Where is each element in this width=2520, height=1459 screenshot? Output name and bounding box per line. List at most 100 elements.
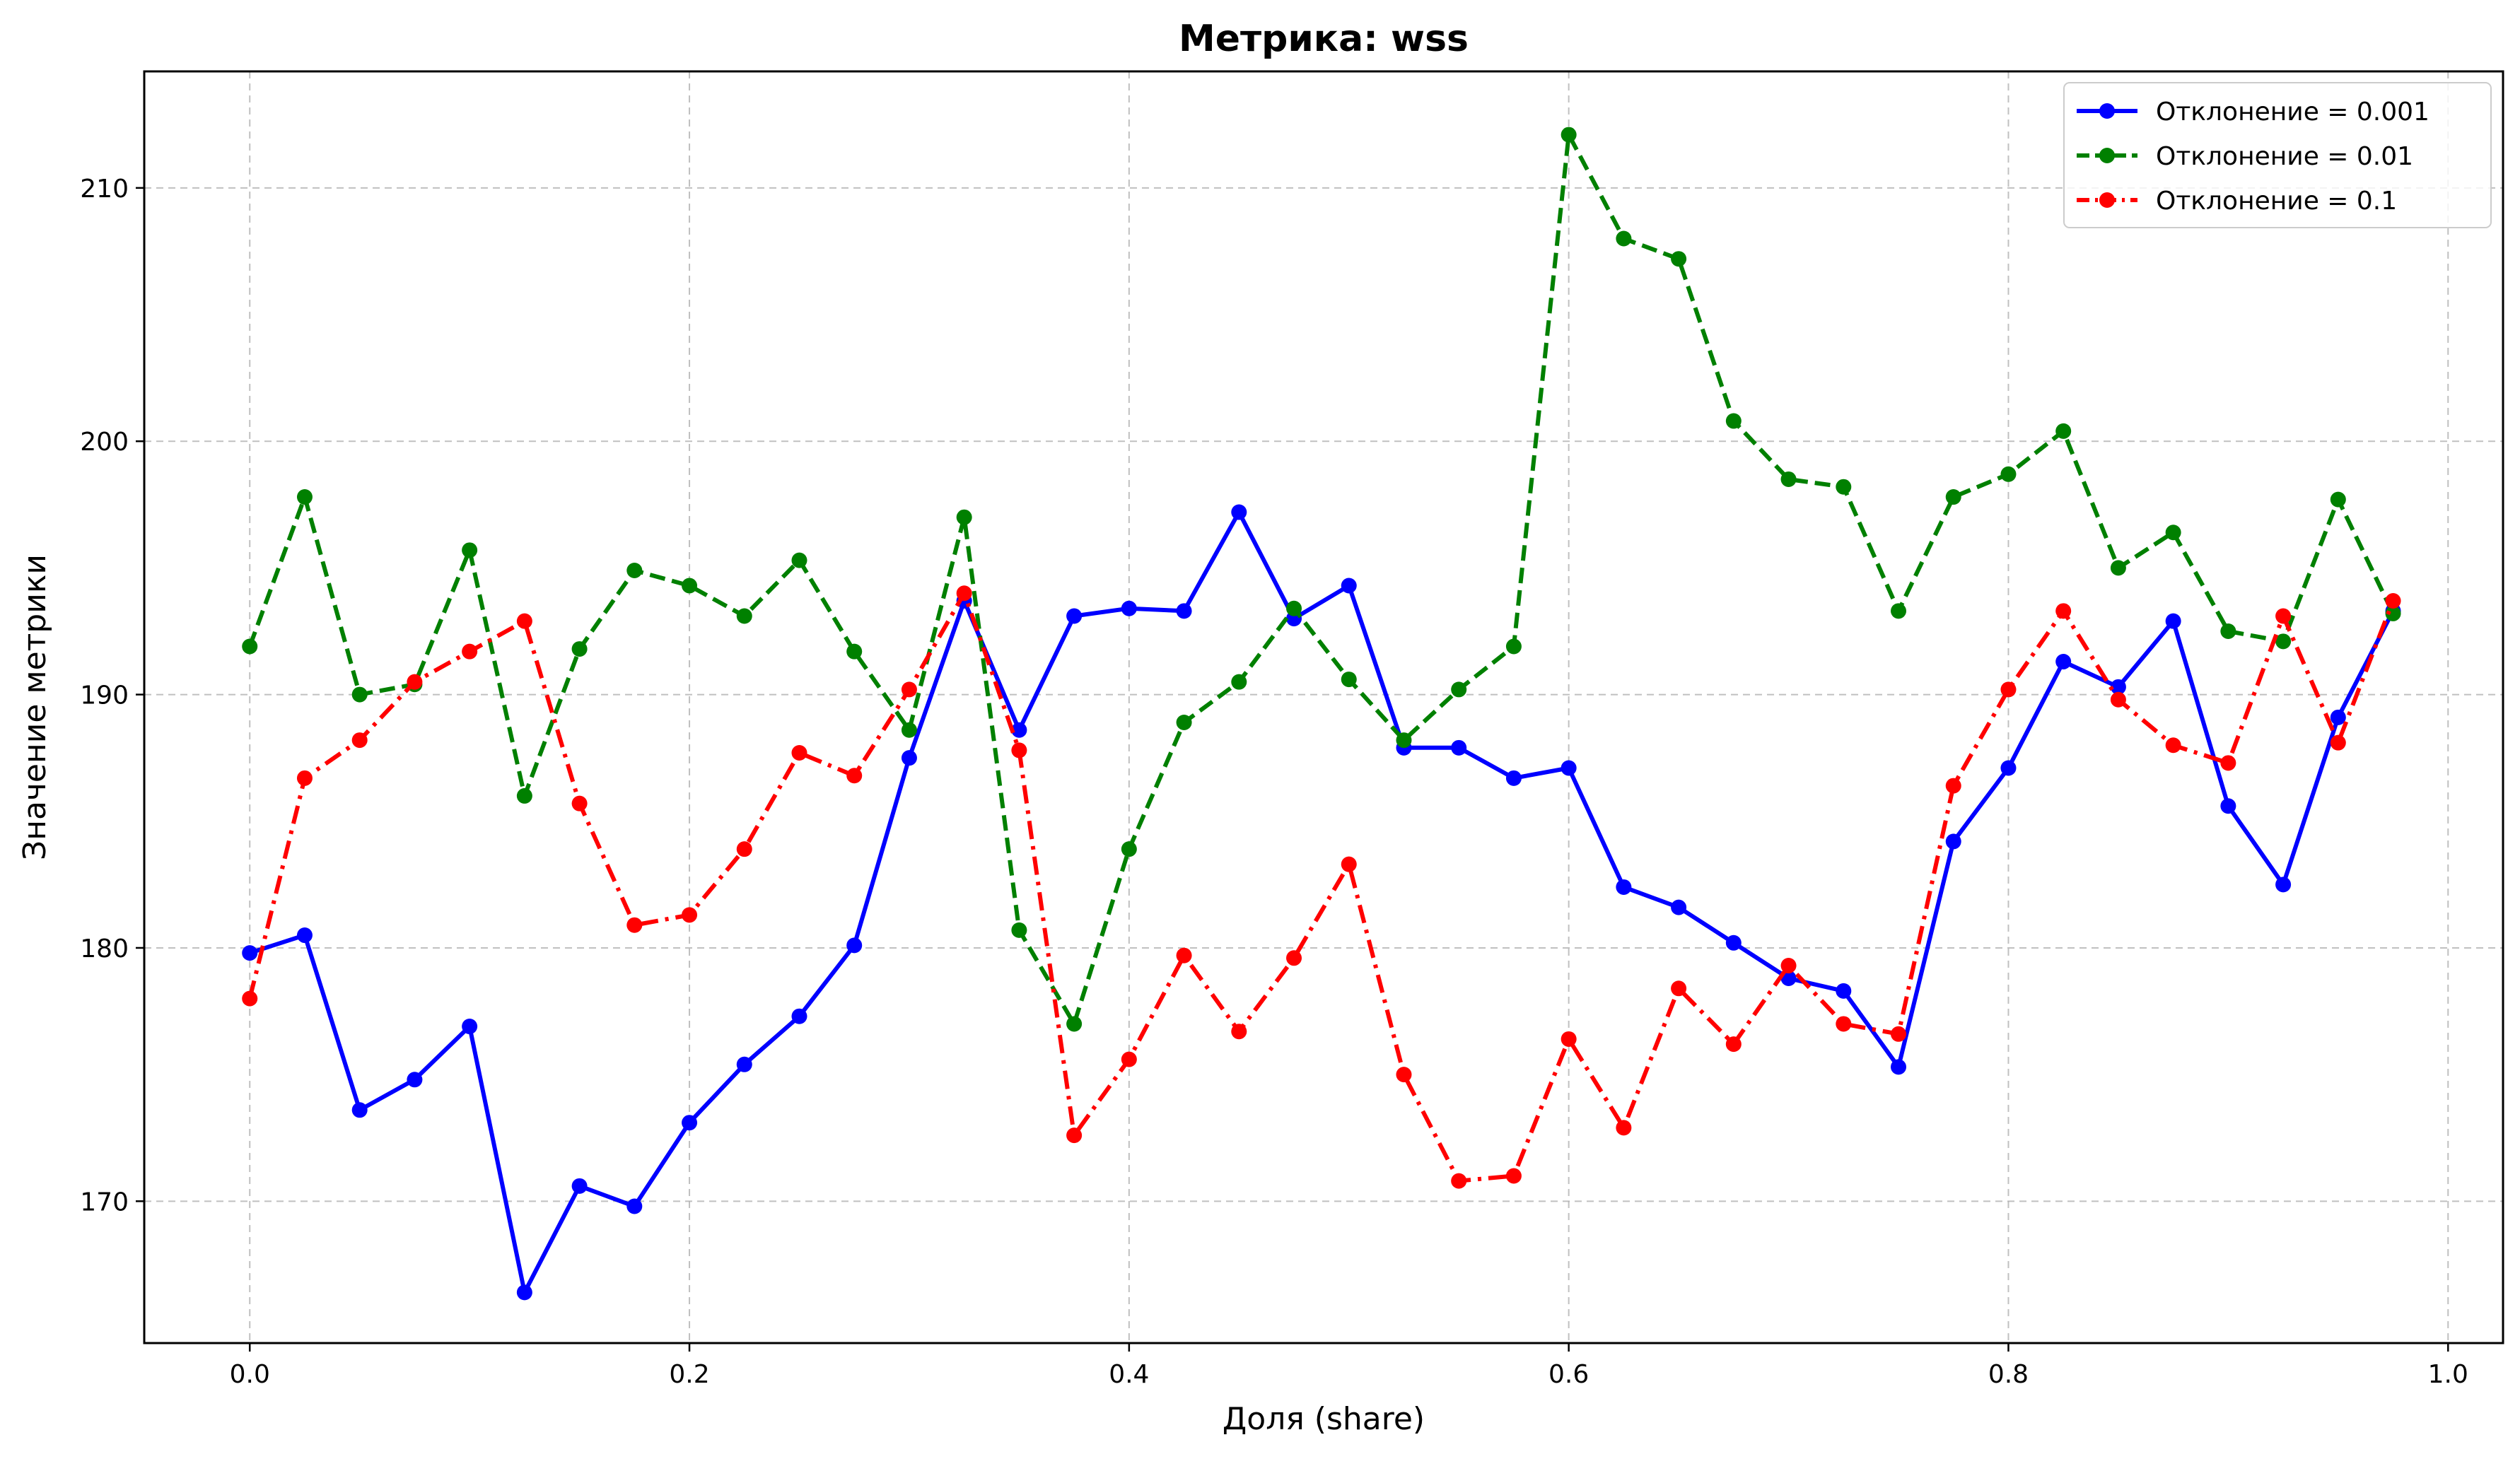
data-point xyxy=(1011,722,1027,738)
data-point xyxy=(626,562,643,578)
data-point xyxy=(1121,841,1137,857)
legend-item: Отклонение = 0.01 xyxy=(2077,142,2413,171)
data-point xyxy=(2385,592,2401,609)
data-point xyxy=(2000,681,2017,698)
data-point xyxy=(296,927,313,944)
data-point xyxy=(2055,423,2072,439)
data-point xyxy=(1505,1168,1522,1184)
legend-label: Отклонение = 0.001 xyxy=(2156,98,2429,127)
x-tick-label: 1.0 xyxy=(2428,1360,2468,1389)
series-line xyxy=(247,591,2396,1183)
data-point xyxy=(901,722,917,738)
y-tick-label: 210 xyxy=(80,175,129,204)
data-point xyxy=(1231,1024,1247,1040)
data-point xyxy=(351,1102,368,1118)
data-point xyxy=(242,638,258,655)
data-point xyxy=(2110,560,2126,576)
data-point xyxy=(1891,603,1907,619)
data-point xyxy=(2220,798,2236,814)
data-point xyxy=(571,795,588,811)
series-3 xyxy=(242,585,2401,1189)
y-tick-label: 170 xyxy=(80,1188,129,1217)
data-point xyxy=(1341,672,1357,688)
series-line xyxy=(249,510,2396,1295)
y-tick-label: 200 xyxy=(80,428,129,457)
data-point xyxy=(901,681,917,698)
data-point xyxy=(1396,1067,1412,1083)
data-point xyxy=(2385,605,2401,621)
legend-items: Отклонение = 0.001 Отклонение = 0.01 Откло… xyxy=(2077,98,2429,216)
data-point xyxy=(516,613,532,629)
data-point xyxy=(2000,760,2017,776)
series-line xyxy=(247,132,2396,1026)
legend-item: Отклонение = 0.001 xyxy=(2077,98,2429,127)
data-point xyxy=(791,745,807,761)
data-point xyxy=(1561,760,1577,776)
data-point xyxy=(1231,504,1247,520)
data-point xyxy=(1451,1173,1467,1189)
data-point xyxy=(1945,833,1961,850)
data-point xyxy=(846,768,863,784)
data-point xyxy=(2055,653,2072,669)
axis-ticks: 0.0 0.2 0.4 0.6 0.8 1.0 170 180 190 200 210 xyxy=(80,175,2468,1389)
legend-label: Отклонение = 0.1 xyxy=(2156,187,2397,216)
data-point xyxy=(571,1178,588,1194)
data-point xyxy=(351,732,368,749)
legend-swatch-marker xyxy=(2099,192,2115,208)
data-point xyxy=(1341,578,1357,594)
data-point xyxy=(2055,603,2072,619)
grid-lines xyxy=(144,71,2503,1343)
data-point xyxy=(901,750,917,766)
data-point xyxy=(682,907,698,923)
data-point xyxy=(1505,770,1522,786)
y-tick-label: 190 xyxy=(80,681,129,710)
legend-item: Отклонение = 0.1 xyxy=(2077,187,2397,216)
legend-swatch-marker xyxy=(2099,148,2115,163)
data-point xyxy=(1616,879,1632,895)
data-point xyxy=(2220,623,2236,639)
data-point xyxy=(1451,739,1467,756)
x-axis-label: Доля (share) xyxy=(1223,1401,1425,1437)
y-axis-label: Значение метрики xyxy=(17,554,53,860)
data-point xyxy=(956,509,972,525)
data-point xyxy=(791,1008,807,1024)
data-point xyxy=(2330,709,2346,725)
data-point xyxy=(1505,638,1522,655)
data-point xyxy=(242,990,258,1007)
data-point xyxy=(1836,479,1852,495)
data-point xyxy=(571,641,588,657)
data-point xyxy=(1836,983,1852,999)
data-point xyxy=(1671,980,1687,997)
data-point xyxy=(2220,755,2236,771)
data-point xyxy=(1671,899,1687,915)
data-point xyxy=(736,841,752,857)
data-point xyxy=(1176,947,1192,963)
data-point xyxy=(1066,608,1083,624)
plot-series xyxy=(242,127,2401,1301)
data-point xyxy=(2330,491,2346,508)
data-point xyxy=(736,608,752,624)
data-point xyxy=(1396,732,1412,749)
data-point xyxy=(1725,413,1742,429)
data-point xyxy=(682,578,698,594)
data-point xyxy=(1121,600,1137,616)
data-point xyxy=(1286,600,1302,616)
legend: Отклонение = 0.001 Отклонение = 0.01 Откло… xyxy=(2063,82,2492,228)
data-point xyxy=(2275,608,2292,624)
data-point xyxy=(242,945,258,961)
x-tick-label: 0.6 xyxy=(1548,1360,1589,1389)
data-point xyxy=(1616,1120,1632,1136)
data-point xyxy=(1945,778,1961,794)
data-point xyxy=(462,1019,478,1035)
data-point xyxy=(2330,734,2346,751)
data-point xyxy=(2275,633,2292,650)
data-point xyxy=(296,489,313,505)
data-point xyxy=(1011,742,1027,758)
x-tick-label: 0.4 xyxy=(1109,1360,1149,1389)
data-point xyxy=(1561,1031,1577,1047)
data-point xyxy=(736,1056,752,1072)
data-point xyxy=(407,674,423,690)
data-point xyxy=(846,643,863,660)
